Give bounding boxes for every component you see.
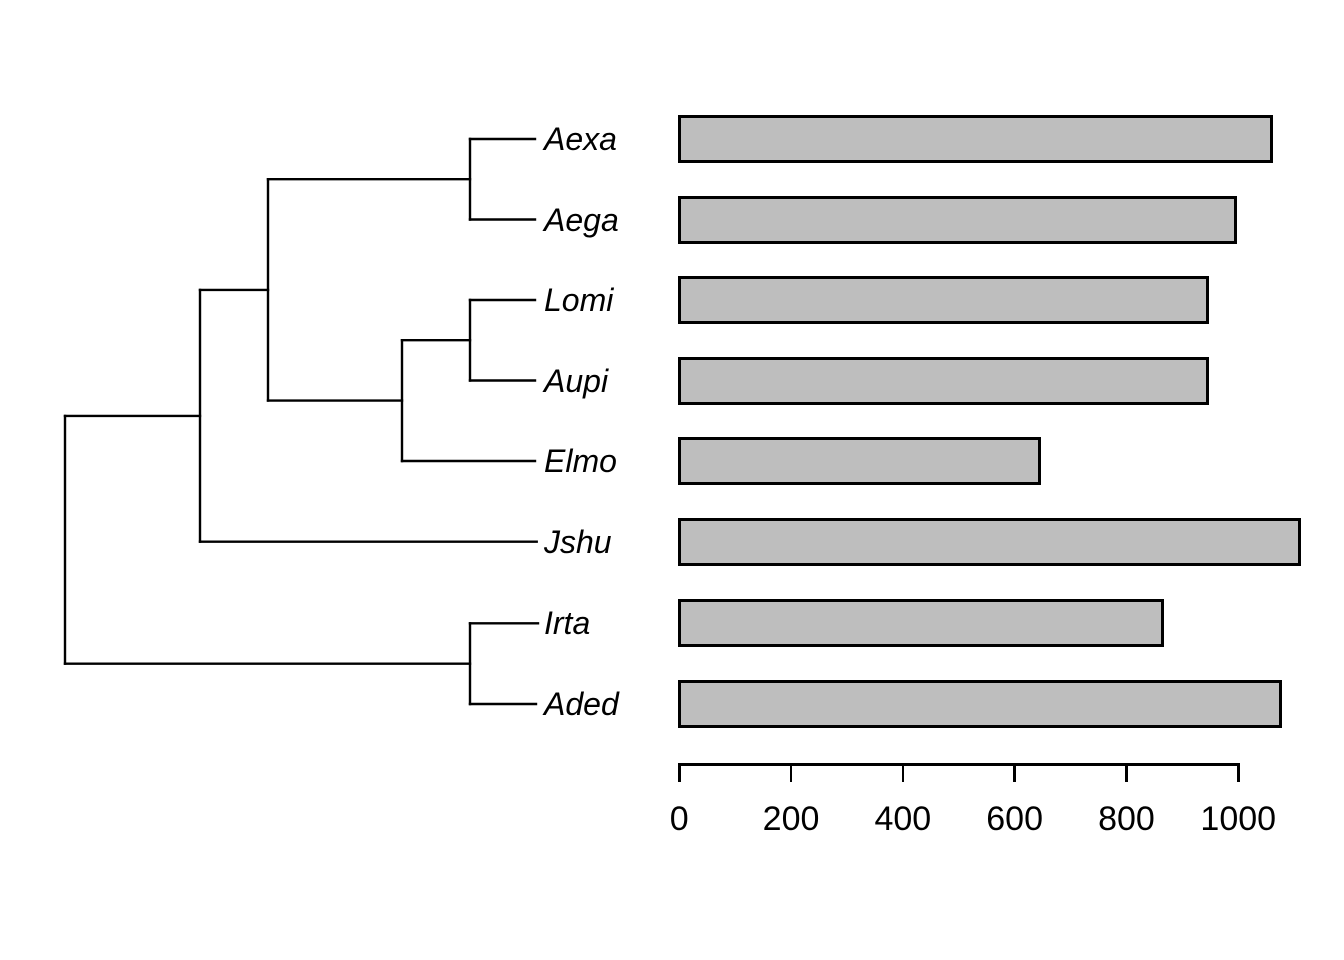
tip-label-aupi: Aupi <box>544 362 609 399</box>
bar-lomi <box>678 276 1210 324</box>
bar-elmo <box>678 437 1042 485</box>
x-axis-tick-400 <box>901 763 905 782</box>
x-axis-line <box>678 763 1240 766</box>
x-axis-tick-label-1000: 1000 <box>1200 800 1277 838</box>
bar-aupi <box>678 356 1210 405</box>
tip-label-aega: Aega <box>544 201 619 238</box>
bar-jshu <box>678 517 1302 566</box>
x-axis-tick-0 <box>678 763 681 782</box>
tip-label-aded: Aded <box>544 686 619 722</box>
bar-aega <box>678 195 1237 244</box>
tip-label-aexa: Aexa <box>544 121 617 157</box>
bar-irta <box>678 599 1165 648</box>
x-axis-tick-label-200: 200 <box>762 800 820 838</box>
tip-label-lomi: Lomi <box>544 282 614 318</box>
x-axis-tick-600 <box>1013 763 1016 782</box>
bar-aexa <box>678 115 1274 163</box>
bar-aded <box>678 680 1282 728</box>
x-axis-tick-1000 <box>1237 763 1240 782</box>
tip-label-jshu: Jshu <box>544 523 612 560</box>
tip-label-elmo: Elmo <box>544 443 617 479</box>
x-axis-tick-label-400: 400 <box>874 800 932 838</box>
x-axis-tick-800 <box>1125 763 1128 782</box>
tip-label-irta: Irta <box>544 605 591 642</box>
x-axis-tick-200 <box>789 763 793 782</box>
x-axis-tick-label-0: 0 <box>669 800 689 838</box>
x-axis-tick-label-600: 600 <box>986 800 1044 838</box>
x-axis-tick-label-800: 800 <box>1098 800 1155 838</box>
